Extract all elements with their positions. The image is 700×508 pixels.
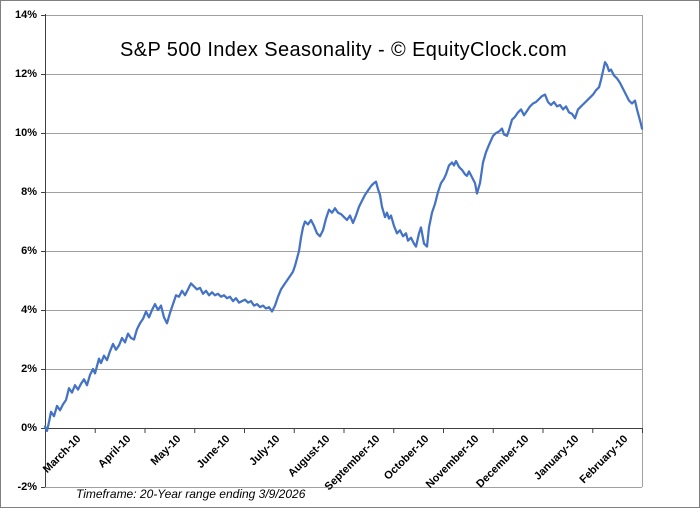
y-tick-label: -2% [17, 481, 37, 493]
y-tick-label: 4% [21, 304, 37, 316]
y-tick-label: 10% [14, 127, 37, 139]
seasonality-line-series [43, 61, 644, 433]
chart-title: S&P 500 Index Seasonality - © EquityCloc… [119, 39, 568, 61]
y-tick-label: 8% [21, 186, 37, 198]
timeframe-caption: Timeframe: 20-Year range ending 3/9/2026 [76, 487, 306, 501]
y-tick-label: 0% [21, 422, 37, 434]
y-tick-label: 12% [14, 68, 37, 80]
y-tick-label: 14% [14, 9, 37, 21]
y-tick-label: 6% [21, 245, 37, 257]
y-tick-label: 2% [21, 363, 37, 375]
